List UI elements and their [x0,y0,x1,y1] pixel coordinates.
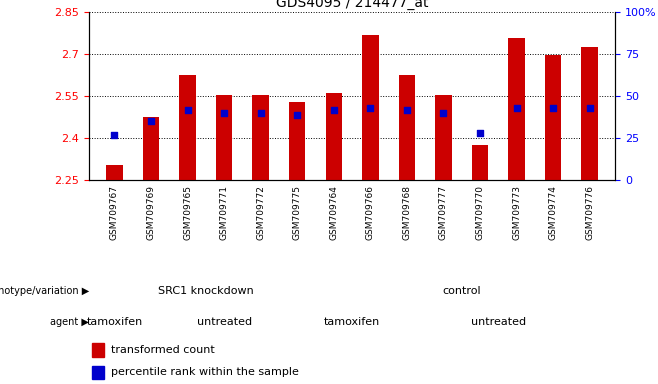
Text: agent ▶: agent ▶ [50,316,89,327]
Bar [472,145,488,180]
Bar [582,47,598,180]
Bar [92,366,104,379]
Bar [253,94,269,180]
Text: SRC1 knockdown: SRC1 knockdown [158,286,254,296]
Text: untreated: untreated [470,316,526,327]
Text: percentile rank within the sample: percentile rank within the sample [111,367,299,377]
Text: GSM709764: GSM709764 [329,185,338,240]
Bar [399,75,415,180]
Text: tamoxifen: tamoxifen [86,316,143,327]
Bar [435,94,451,180]
Text: GSM709767: GSM709767 [110,185,119,240]
Point [548,105,559,111]
Text: tamoxifen: tamoxifen [324,316,380,327]
Text: GSM709770: GSM709770 [476,185,484,240]
Bar [106,165,122,180]
Point [474,130,485,136]
Text: GSM709765: GSM709765 [183,185,192,240]
Bar [326,93,342,180]
Bar [508,38,525,180]
Point [511,105,522,111]
Bar [289,102,305,180]
Point [584,105,595,111]
Text: GSM709766: GSM709766 [366,185,375,240]
Text: GSM709773: GSM709773 [512,185,521,240]
Point [109,132,120,138]
Point [401,106,412,113]
Point [438,110,449,116]
Point [292,111,303,118]
Point [365,105,376,111]
Text: GSM709772: GSM709772 [256,185,265,240]
Text: control: control [442,286,481,296]
Text: genotype/variation ▶: genotype/variation ▶ [0,286,89,296]
Text: untreated: untreated [197,316,251,327]
Point [255,110,266,116]
Title: GDS4095 / 214477_at: GDS4095 / 214477_at [276,0,428,10]
Text: GSM709777: GSM709777 [439,185,448,240]
Text: GSM709771: GSM709771 [220,185,228,240]
Bar [179,75,196,180]
Point [219,110,230,116]
Text: GSM709775: GSM709775 [293,185,302,240]
Bar [143,117,159,180]
Text: GSM709768: GSM709768 [402,185,411,240]
Text: GSM709769: GSM709769 [147,185,155,240]
Point [182,106,193,113]
Text: GSM709774: GSM709774 [549,185,557,240]
Point [145,118,156,124]
Point [328,106,339,113]
Bar [362,35,378,180]
Bar [216,94,232,180]
Text: GSM709776: GSM709776 [585,185,594,240]
Text: transformed count: transformed count [111,345,215,355]
Bar [545,55,561,180]
Bar [92,343,104,357]
